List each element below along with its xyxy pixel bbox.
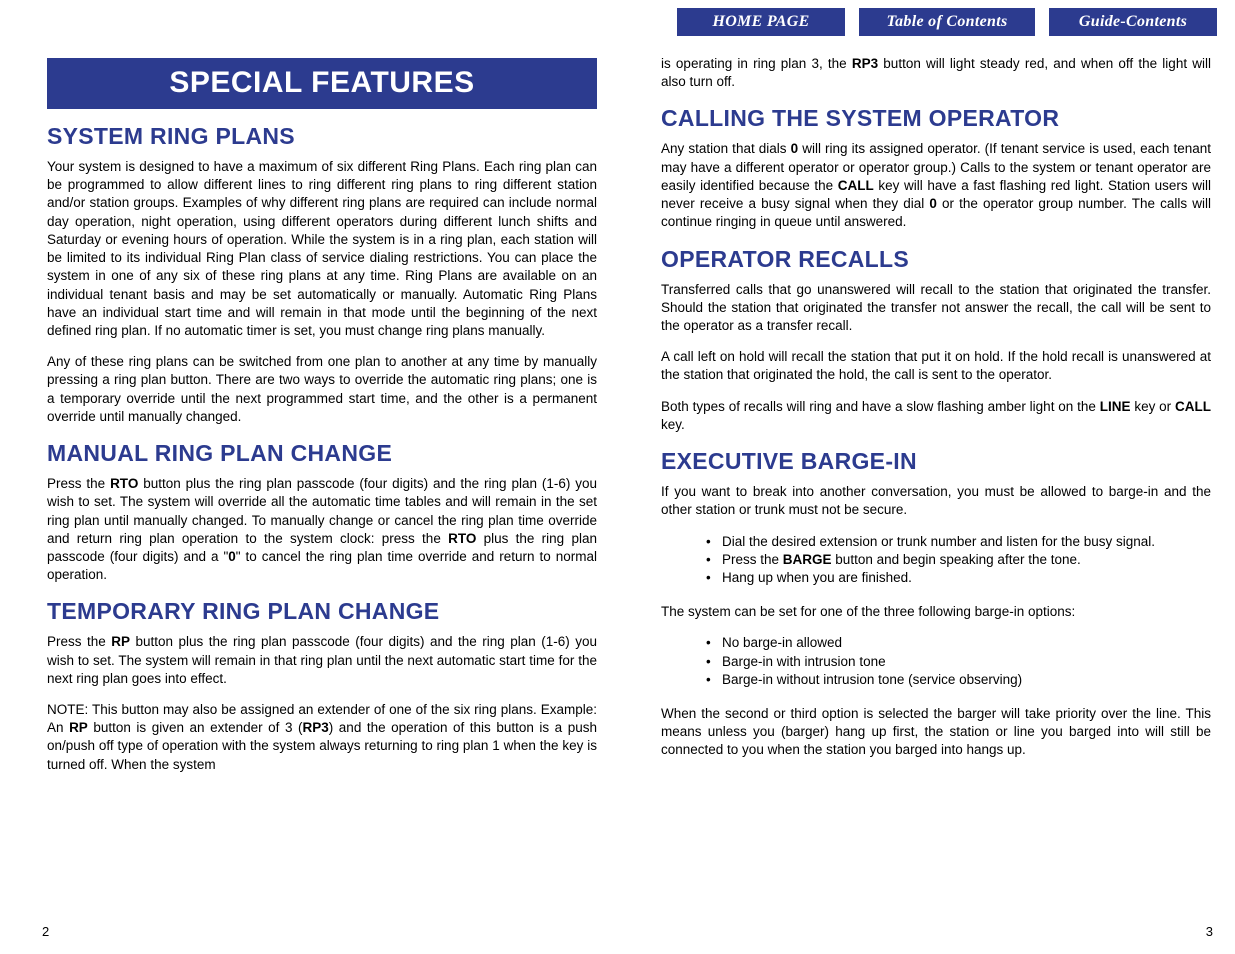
page-number-left: 2 (42, 924, 49, 939)
list-item: Hang up when you are finished. (706, 569, 1211, 587)
heading-executive-barge-in: EXECUTIVE BARGE-IN (661, 448, 1211, 475)
body-text: Any of these ring plans can be switched … (47, 353, 597, 426)
nav-bar: HOME PAGE Table of Contents Guide-Conten… (677, 8, 1217, 36)
body-text: is operating in ring plan 3, the RP3 but… (661, 55, 1211, 91)
banner-title: SPECIAL FEATURES (47, 58, 597, 109)
body-text: Transferred calls that go unanswered wil… (661, 281, 1211, 336)
heading-calling-system-operator: CALLING THE SYSTEM OPERATOR (661, 105, 1211, 132)
list-item: Barge-in with intrusion tone (706, 653, 1211, 671)
body-text: Any station that dials 0 will ring its a… (661, 140, 1211, 231)
body-text: Press the RTO button plus the ring plan … (47, 475, 597, 584)
page-number-right: 3 (1206, 924, 1213, 939)
table-of-contents-button[interactable]: Table of Contents (859, 8, 1035, 36)
heading-system-ring-plans: SYSTEM RING PLANS (47, 123, 597, 150)
heading-temporary-ring-plan-change: TEMPORARY RING PLAN CHANGE (47, 598, 597, 625)
body-text: Press the RP button plus the ring plan p… (47, 633, 597, 688)
body-text: Both types of recalls will ring and have… (661, 398, 1211, 434)
heading-manual-ring-plan-change: MANUAL RING PLAN CHANGE (47, 440, 597, 467)
body-text: When the second or third option is selec… (661, 705, 1211, 760)
list-item: Barge-in without intrusion tone (service… (706, 671, 1211, 689)
list-item: Dial the desired extension or trunk numb… (706, 533, 1211, 551)
home-page-button[interactable]: HOME PAGE (677, 8, 845, 36)
body-text: If you want to break into another conver… (661, 483, 1211, 519)
guide-contents-button[interactable]: Guide-Contents (1049, 8, 1217, 36)
bullet-list: Dial the desired extension or trunk numb… (706, 533, 1211, 588)
right-page: is operating in ring plan 3, the RP3 but… (656, 55, 1216, 773)
body-text: Your system is designed to have a maximu… (47, 158, 597, 340)
list-item: Press the BARGE button and begin speakin… (706, 551, 1211, 569)
heading-operator-recalls: OPERATOR RECALLS (661, 246, 1211, 273)
left-page: SPECIAL FEATURES SYSTEM RING PLANS Your … (42, 40, 602, 787)
body-text: A call left on hold will recall the stat… (661, 348, 1211, 384)
list-item: No barge-in allowed (706, 634, 1211, 652)
bullet-list: No barge-in allowed Barge-in with intrus… (706, 634, 1211, 689)
body-text: NOTE: This button may also be assigned a… (47, 701, 597, 774)
body-text: The system can be set for one of the thr… (661, 603, 1211, 621)
